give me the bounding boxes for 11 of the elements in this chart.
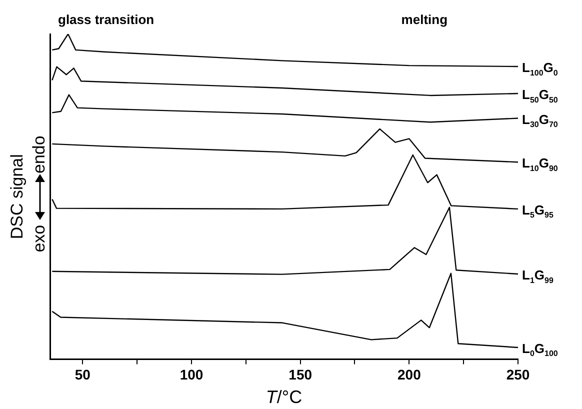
x-tick-label: 150 <box>288 366 312 382</box>
x-tick-label: 100 <box>180 366 204 382</box>
text: endo <box>30 136 49 174</box>
text: exo <box>30 224 49 252</box>
text: glass transition <box>58 12 154 27</box>
x-axis-title: T/°C <box>266 387 302 407</box>
x-tick-label: 50 <box>74 366 91 382</box>
x-tick-label: 250 <box>506 366 530 382</box>
text: melting <box>401 12 448 27</box>
x-tick-label: 200 <box>397 366 422 382</box>
y-axis-title: DSC signal <box>8 154 27 240</box>
